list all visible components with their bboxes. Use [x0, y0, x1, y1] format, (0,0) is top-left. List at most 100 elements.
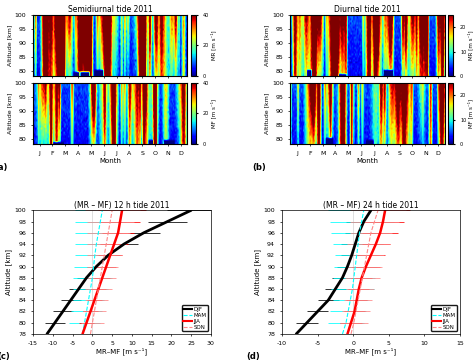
DJF: [325, 298, 331, 302]
MAM: [356, 231, 362, 235]
DJF: [83, 276, 89, 280]
DJF: [60, 309, 65, 314]
DJF: [44, 332, 50, 336]
JJA: [117, 219, 123, 224]
JJA: [373, 242, 379, 246]
X-axis label: MR–MF [m s⁻¹]: MR–MF [m s⁻¹]: [97, 347, 147, 355]
Title: (MR – MF) 12 h tide 2011: (MR – MF) 12 h tide 2011: [74, 200, 170, 209]
MAM: [351, 276, 356, 280]
MAM: [83, 309, 89, 314]
Line: JJA: JJA: [347, 210, 385, 334]
JJA: [115, 231, 121, 235]
Line: DJF: DJF: [296, 210, 371, 334]
Line: MAM: MAM: [342, 210, 364, 334]
Title: (MR – MF) 24 h tide 2011: (MR – MF) 24 h tide 2011: [323, 200, 419, 209]
Title: Diurnal tide 2011: Diurnal tide 2011: [334, 5, 401, 14]
MAM: [355, 242, 361, 246]
DJF: [361, 219, 367, 224]
SON: [95, 287, 101, 291]
Line: MAM: MAM: [82, 210, 102, 334]
JJA: [356, 287, 362, 291]
JJA: [91, 298, 97, 302]
DJF: [352, 242, 358, 246]
JJA: [382, 208, 388, 212]
Y-axis label: MF [m s⁻¹]: MF [m s⁻¹]: [210, 99, 216, 128]
MAM: [349, 287, 356, 291]
JJA: [100, 276, 105, 280]
SON: [98, 276, 103, 280]
DJF: [141, 231, 146, 235]
SON: [90, 321, 95, 325]
JJA: [111, 242, 117, 246]
MAM: [92, 253, 98, 257]
JJA: [354, 298, 359, 302]
SON: [103, 242, 109, 246]
Y-axis label: MR [m s⁻¹]: MR [m s⁻¹]: [210, 30, 216, 60]
SON: [362, 264, 367, 269]
X-axis label: MR–MF [m s⁻¹]: MR–MF [m s⁻¹]: [346, 347, 396, 355]
SON: [357, 287, 363, 291]
MAM: [98, 219, 103, 224]
JJA: [103, 264, 109, 269]
JJA: [80, 332, 85, 336]
MAM: [343, 321, 349, 325]
SON: [101, 253, 107, 257]
JJA: [88, 309, 93, 314]
JJA: [119, 208, 125, 212]
SON: [353, 309, 359, 314]
SON: [366, 242, 372, 246]
SON: [372, 219, 377, 224]
DJF: [105, 253, 111, 257]
MAM: [91, 264, 97, 269]
Text: (c): (c): [0, 352, 10, 361]
JJA: [377, 231, 383, 235]
JJA: [107, 253, 113, 257]
SON: [359, 276, 365, 280]
JJA: [83, 321, 89, 325]
MAM: [82, 321, 87, 325]
Text: (d): (d): [246, 352, 260, 361]
DJF: [345, 264, 350, 269]
SON: [93, 298, 99, 302]
JJA: [359, 276, 365, 280]
Text: (a): (a): [0, 163, 8, 172]
Y-axis label: Altitude [km]: Altitude [km]: [7, 25, 12, 66]
DJF: [356, 231, 362, 235]
Y-axis label: Altitude [km]: Altitude [km]: [5, 249, 12, 295]
MAM: [86, 298, 91, 302]
X-axis label: Month: Month: [356, 158, 379, 164]
MAM: [90, 276, 95, 280]
Line: SON: SON: [91, 210, 112, 334]
Legend: DJF, MAM, JJA, SON: DJF, MAM, JJA, SON: [431, 305, 457, 331]
X-axis label: Month: Month: [99, 158, 121, 164]
Y-axis label: MF [m s⁻¹]: MF [m s⁻¹]: [468, 99, 474, 128]
Y-axis label: Altitude [km]: Altitude [km]: [264, 25, 269, 66]
DJF: [93, 264, 99, 269]
DJF: [188, 208, 194, 212]
SON: [351, 321, 356, 325]
Text: (b): (b): [252, 163, 266, 172]
SON: [368, 231, 374, 235]
MAM: [93, 242, 99, 246]
MAM: [80, 332, 85, 336]
SON: [91, 309, 97, 314]
DJF: [68, 298, 73, 302]
DJF: [339, 276, 345, 280]
MAM: [354, 253, 359, 257]
DJF: [293, 332, 299, 336]
DJF: [368, 208, 374, 212]
MAM: [352, 264, 358, 269]
JJA: [380, 219, 386, 224]
SON: [109, 208, 115, 212]
Line: DJF: DJF: [47, 210, 191, 334]
SON: [355, 298, 361, 302]
DJF: [304, 321, 310, 325]
SON: [105, 231, 111, 235]
JJA: [363, 264, 369, 269]
Title: Semidiurnal tide 2011: Semidiurnal tide 2011: [68, 5, 153, 14]
Line: SON: SON: [351, 210, 378, 334]
MAM: [345, 309, 351, 314]
SON: [375, 208, 381, 212]
SON: [107, 219, 113, 224]
MAM: [339, 332, 345, 336]
